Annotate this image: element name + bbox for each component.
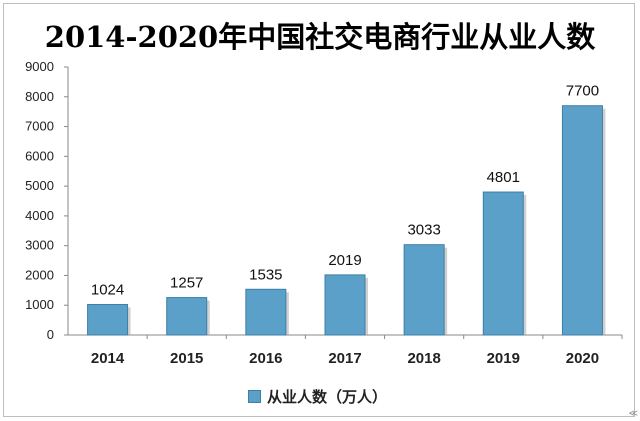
bar-2018 (403, 244, 445, 336)
y-tick-label: 7000 (25, 119, 54, 134)
bar-2014 (87, 304, 129, 336)
bar-2015 (166, 297, 208, 336)
x-tick-label: 2015 (170, 350, 203, 367)
x-tick-label: 2018 (407, 350, 440, 367)
bar-2017 (324, 274, 366, 336)
data-label: 1024 (91, 282, 124, 299)
legend-label: 从业人数（万人） (267, 387, 388, 406)
x-tick-label: 2020 (566, 350, 599, 367)
legend-swatch (248, 389, 261, 403)
data-label: 2019 (328, 252, 361, 269)
y-tick-label: 8000 (25, 89, 54, 104)
data-label: 7700 (566, 83, 599, 100)
data-label: 1535 (249, 266, 282, 283)
data-labels: 2014 1024 2015 1257 2016 1535 2017 2019 2018 3033… (91, 83, 599, 367)
y-tick-label: 1000 (25, 297, 54, 312)
y-tick-label: 5000 (25, 178, 54, 193)
y-tick-label: 2000 (25, 267, 54, 282)
x-tick-label: 2019 (487, 350, 520, 367)
x-tick-label: 2014 (91, 350, 125, 367)
chart-frame (3, 3, 635, 417)
data-label: 4801 (487, 169, 520, 186)
bar-2019 (482, 191, 524, 336)
watermark: ≪ (628, 409, 638, 419)
data-label: 1257 (170, 275, 203, 292)
data-label: 3033 (407, 222, 440, 239)
chart-axes: 0 1000 2000 3000 4000 5000 6000 7000 8000 9000 (25, 59, 623, 342)
y-tick-label: 3000 (25, 238, 54, 253)
bar-2020 (561, 105, 603, 336)
y-tick-label: 9000 (25, 59, 54, 74)
bar-2016 (245, 288, 287, 336)
y-tick-label: 6000 (25, 148, 54, 163)
chart-title: 2014-2020年中国社交电商行业从业人数 (44, 20, 596, 54)
bar-series (87, 105, 606, 336)
chart-legend: 从业人数（万人） (248, 386, 387, 406)
x-tick-label: 2017 (328, 350, 361, 367)
y-tick-label: 4000 (25, 208, 54, 223)
y-tick-label: 0 (47, 327, 54, 342)
x-tick-label: 2016 (249, 350, 282, 367)
